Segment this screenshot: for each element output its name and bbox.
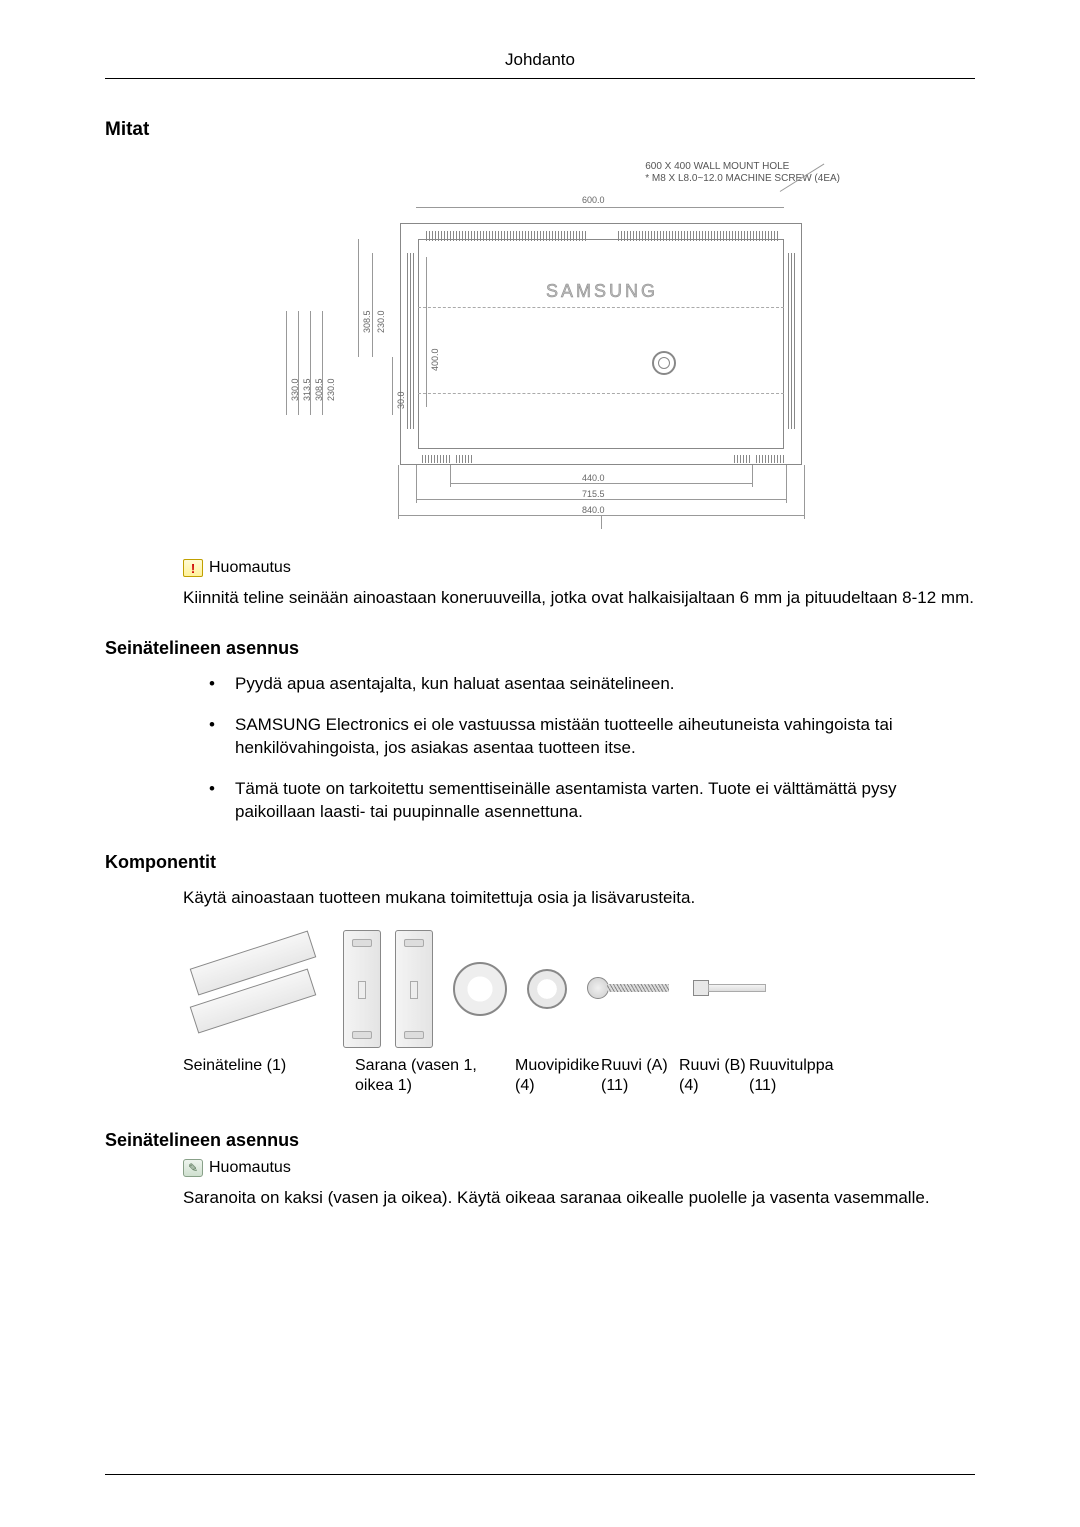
dim-b2: 715.5 — [582, 489, 605, 499]
dim-b1: 440.0 — [582, 473, 605, 483]
bracket-illustration — [183, 939, 323, 1039]
huomautus-label-2: Huomautus — [209, 1159, 291, 1177]
dim-h-30: 30.0 — [396, 391, 406, 409]
label-screwA: Ruuvi (A)(11) — [601, 1056, 679, 1096]
heading-asennus-2: Seinätelineen asennus — [105, 1130, 975, 1151]
samsung-logo: SAMSUNG — [546, 281, 658, 302]
list-item: Pyydä apua asentajalta, kun haluat asent… — [205, 673, 975, 696]
huomautus-label: Huomautus — [209, 559, 291, 577]
label-screwB: Ruuvi (B)(4) — [679, 1056, 749, 1096]
diagram-container: 600 X 400 WALL MOUNT HOLE * M8 X L8.0~12… — [105, 161, 975, 541]
label-hinge-text: Sarana (vasen 1, oikea 1) — [355, 1057, 477, 1094]
dim-h-400: 400.0 — [430, 348, 440, 371]
heading-asennus-1: Seinätelineen asennus — [105, 638, 975, 659]
dim-top: 600.0 — [582, 195, 605, 205]
plastic-holder-illustration — [453, 962, 507, 1016]
label-anchor: Ruuvitulppa (11) — [749, 1056, 829, 1096]
dim-y2: 230.0 — [376, 310, 386, 333]
note-icon: ✎ — [183, 1159, 203, 1177]
screw-b-illustration — [587, 975, 673, 1003]
page-header-title: Johdanto — [105, 50, 975, 79]
diagram-note-line2: * M8 X L8.0~12.0 MACHINE SCREW (4EA) — [645, 173, 840, 184]
anchor-illustration — [693, 976, 771, 1002]
components-labels-row: Seinäteline (1) Sarana (vasen 1, oikea 1… — [183, 1056, 975, 1096]
dim-y1: 308.5 — [362, 310, 372, 333]
list-item: SAMSUNG Electronics ei ole vastuussa mis… — [205, 714, 975, 760]
dimensions-diagram: 600 X 400 WALL MOUNT HOLE * M8 X L8.0~12… — [220, 161, 860, 541]
label-holder: Muovipidike (4) — [515, 1056, 601, 1096]
warning-icon: ! — [183, 559, 203, 577]
hinge-right-illustration — [395, 930, 433, 1048]
diagram-note-line1: 600 X 400 WALL MOUNT HOLE — [645, 161, 789, 172]
hinge-left-illustration — [343, 930, 381, 1048]
label-bracket: Seinäteline (1) — [183, 1056, 355, 1096]
asennus-bullet-list: Pyydä apua asentajalta, kun haluat asent… — [205, 673, 975, 824]
asennus2-note-text: Saranoita on kaksi (vasen ja oikea). Käy… — [183, 1187, 975, 1210]
heading-mitat: Mitat — [105, 119, 975, 141]
komponentit-intro: Käytä ainoastaan tuotteen mukana toimite… — [183, 887, 975, 910]
label-hinge: Sarana (vasen 1, oikea 1) — [355, 1056, 515, 1096]
dim-left-4: 230.0 — [326, 378, 336, 401]
components-images-row — [183, 930, 975, 1048]
heading-komponentit: Komponentit — [105, 852, 975, 873]
list-item: Tämä tuote on tarkoitettu sementtiseinäl… — [205, 778, 975, 824]
screw-a-head-illustration — [527, 969, 567, 1009]
footer-rule — [105, 1474, 975, 1475]
warn-paragraph: Kiinnitä teline seinään ainoastaan koner… — [183, 587, 975, 610]
dim-b3: 840.0 — [582, 505, 605, 515]
